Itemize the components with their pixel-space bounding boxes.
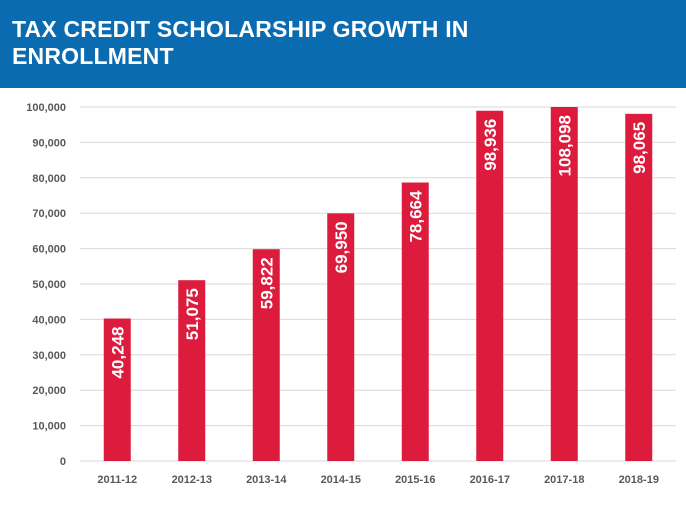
data-label: 98,065 <box>630 122 649 174</box>
x-tick-label: 2012-13 <box>172 474 212 486</box>
x-tick-label: 2014-15 <box>321 474 361 486</box>
chart-area: 0 10,000 20,000 30,000 40,000 50,000 60,000 70,… <box>0 88 686 504</box>
gridlines <box>80 106 676 462</box>
bar <box>327 213 355 461</box>
bar <box>476 110 504 462</box>
x-tick-label: 2013-14 <box>246 474 287 486</box>
y-axis-ticks: 0 10,000 20,000 30,000 40,000 50,000 60,000 70,… <box>26 102 66 468</box>
y-tick-label: 10,000 <box>32 421 66 433</box>
x-tick-label: 2015-16 <box>395 474 435 486</box>
bars <box>103 107 653 462</box>
data-label: 98,936 <box>481 119 500 171</box>
y-tick-label: 50,000 <box>32 279 66 291</box>
bar <box>252 249 280 461</box>
data-label: 69,950 <box>332 221 351 273</box>
x-tick-label: 2016-17 <box>470 474 510 486</box>
y-tick-label: 60,000 <box>32 244 66 256</box>
y-tick-label: 90,000 <box>32 137 66 149</box>
y-tick-label: 20,000 <box>32 385 66 397</box>
x-axis-ticks: 2011-12 2012-13 2013-14 2014-15 2015-16 2016-… <box>97 474 659 486</box>
data-label: 108,098 <box>555 115 574 176</box>
data-label: 78,664 <box>406 190 425 243</box>
data-label: 40,248 <box>108 327 127 379</box>
title-bar: TAX CREDIT SCHOLARSHIP GROWTH IN ENROLLM… <box>0 0 686 88</box>
data-labels: 40,248 51,075 59,822 69,950 78,664 98,936 108,… <box>108 115 649 379</box>
bar <box>178 280 206 461</box>
y-tick-label: 0 <box>60 456 66 468</box>
y-tick-label: 30,000 <box>32 350 66 362</box>
y-tick-label: 70,000 <box>32 208 66 220</box>
data-label: 51,075 <box>183 288 202 340</box>
bar <box>103 318 131 461</box>
x-tick-label: 2017-18 <box>544 474 584 486</box>
data-label: 59,822 <box>257 257 276 309</box>
bar <box>550 107 578 461</box>
chart-title: TAX CREDIT SCHOLARSHIP GROWTH IN ENROLLM… <box>12 16 469 69</box>
bar <box>401 182 429 461</box>
y-tick-label: 40,000 <box>32 314 66 326</box>
x-tick-label: 2018-19 <box>619 474 659 486</box>
bar <box>625 113 653 461</box>
y-tick-label: 80,000 <box>32 173 66 185</box>
x-tick-label: 2011-12 <box>97 474 137 486</box>
bar-chart: 0 10,000 20,000 30,000 40,000 50,000 60,000 70,… <box>26 102 676 486</box>
y-tick-label: 100,000 <box>26 102 66 114</box>
